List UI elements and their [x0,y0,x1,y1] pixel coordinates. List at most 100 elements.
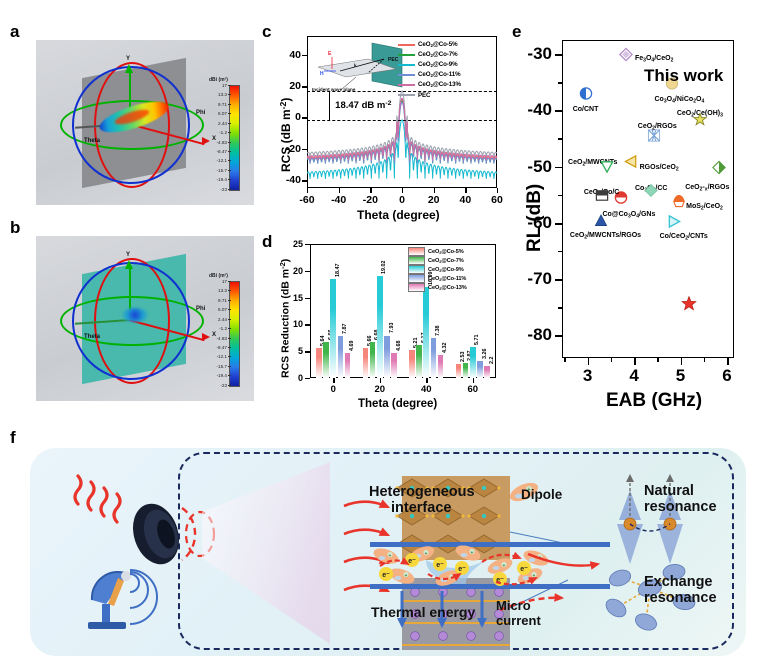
colorbar-tick-label: -1.2 [219,326,227,332]
svg-text:e⁻: e⁻ [496,577,504,584]
x-tick [402,188,404,193]
thermal-energy-label: Thermal energy [371,604,476,620]
bar [477,360,483,378]
y-tick [302,117,307,119]
svg-text:k: k [354,63,357,68]
x-tick-label: 5 [675,366,686,385]
x-tick-label: 20 [427,194,440,206]
colorbar-tick-label: -4.83 [216,335,227,341]
scatter-marker [614,190,629,210]
y-tick-label: 40 [289,48,301,61]
y-tick [305,244,310,246]
x-tick-label: 60 [491,194,503,206]
x-arrow-b [202,333,210,341]
bar [384,335,390,378]
phi-label-a: Phi [196,110,206,116]
colorbar-tick [228,132,231,134]
y-tick-label: -50 [527,156,552,176]
colorbar-tick-label: 2.44 [218,316,227,322]
bar-value-label: 7.38 [435,325,442,337]
panel-c-xaxis-title: Theta (degree) [357,208,440,222]
y-arrow-a [125,64,133,73]
bar [423,286,430,378]
panel-b: b [10,218,20,238]
colorbar-tick-label: -15.7 [216,363,227,369]
panel-b-label: b [10,218,21,237]
bar [369,342,376,378]
y-tick-label: 25 [292,239,303,249]
scatter-marker [665,76,680,96]
y-tick [305,378,310,380]
legend-item: CeO2@Co-5% [398,40,461,50]
bar [430,338,437,378]
scatter-marker [600,159,615,179]
colorbar-tick [228,280,231,282]
y-tick-label: 20 [292,265,303,276]
natural-resonance-label: Natural resonance [644,483,717,516]
scatter-point-label: Co/CNT [572,106,599,114]
legend-item: CeO2@Co-9% [408,265,467,274]
y-tick-label: -30 [527,44,552,64]
legend-item: PEC [398,90,461,100]
bar [462,362,469,378]
x-tick [472,378,475,383]
scatter-point-label: Fe3O4/CeO2 [634,55,674,64]
bar-value-label: 18.47 [334,263,341,278]
colorbar-tick-label: -8.47 [216,344,227,350]
phi-label-b: Phi [196,306,206,312]
svg-text:+: + [405,573,408,578]
x-tick-label: 60 [467,384,479,395]
colorbar-tick-label: 17 [221,82,227,88]
x-minor-tick [610,358,613,362]
panel-a-label: a [10,22,20,41]
colorbar-tick-label: -19.4 [216,177,227,183]
y-tick [555,166,562,169]
colorbar-tick-label: -4.83 [216,139,227,145]
svg-text:+: + [389,553,392,558]
colorbar-tick [228,346,231,348]
x-tick [433,188,436,193]
legend-swatch [408,265,425,274]
y-arrow-b [125,260,133,269]
legend-item: CeO2@Co-9% [398,60,461,70]
x-tick-label: -60 [299,194,315,206]
legend-label: CeO2@Co-9% [428,266,464,273]
scatter-point-label: Co/CeO2/CNTs [659,233,708,242]
scatter-marker [667,214,682,234]
panel-a-render: Y X Phi Theta dBi (m²) 17 13.3 9.71 6.07 2.4… [36,40,254,205]
colorbar-tick [228,309,231,311]
panel-e-label: e [512,22,522,41]
bar [416,344,422,378]
colorbar-tick [228,113,231,115]
annotation-dashed-line [307,90,497,92]
y-tick [305,324,310,326]
legend-item: CeO2@Co-13% [408,283,467,292]
colorbar-tick-label: 9.71 [218,297,227,303]
colorbar-tick [228,375,231,377]
panel-d-xaxis-title: Theta (degree) [358,398,438,410]
y-minor-tick [558,138,562,140]
y-tick-label: 10 [292,319,303,330]
colorbar-tick [228,94,231,96]
panel-d: d [262,232,272,252]
x-tick-label: 40 [420,384,432,395]
y-tick [305,351,310,353]
panel-b-render: Y X Phi Theta dBi (m²) 17 13.3 9.71 6.07 2.4… [36,236,254,401]
y-axis-a [129,72,131,124]
bar [316,347,322,378]
legend-label: CeO2@Co-13% [418,81,461,89]
y-axis-b [129,268,131,320]
colorbar-tick [228,384,231,386]
bar [337,335,344,378]
bar [344,352,351,378]
colorbar-tick [228,299,231,301]
y-tick-label: 15 [292,292,303,303]
colorbar-tick [228,103,231,105]
colorbar-title-a: dBi (m²) [209,77,228,83]
legend-item: CeO2@Co-11% [408,274,467,283]
legend-swatch [408,283,425,292]
y-tick-label: -40 [527,100,552,120]
colorbar-b [229,281,240,387]
x-axis-label-a: X [212,136,217,142]
theta-label-b: Theta [84,334,101,340]
